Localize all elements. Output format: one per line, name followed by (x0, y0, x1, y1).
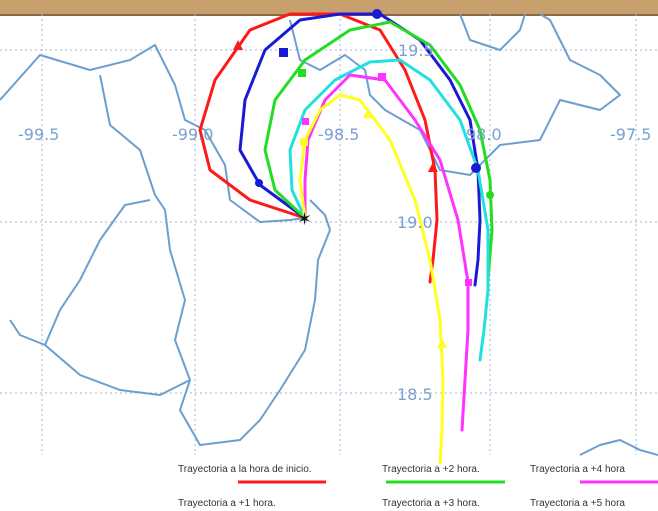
legend-label-plus-4: Trayectoria a +4 hora (530, 464, 625, 475)
tick-lon--99.5: -99.5 (18, 125, 59, 144)
boundary-west-lower (9, 199, 151, 346)
dot-marker-green (486, 191, 494, 199)
arrow-marker-red-2 (428, 162, 438, 172)
trajectory-plus-1 (238, 12, 482, 287)
trajectories (198, 12, 494, 465)
tick-lat-19.0: 19.0 (397, 213, 433, 232)
tick-lon--99.0: -99.0 (172, 125, 213, 144)
dot-marker-blue-2 (471, 163, 481, 173)
tick-lat-18.5: 18.5 (397, 385, 433, 404)
square-marker-magenta-3 (465, 279, 472, 286)
arrow-marker-yellow (437, 338, 447, 348)
square-marker-magenta-2 (302, 118, 309, 125)
boundary-south-east (579, 439, 658, 456)
square-marker-yellow (300, 138, 308, 146)
tick-lon--98.5: -98.5 (318, 125, 359, 144)
boundary-center (99, 74, 331, 446)
square-marker-green (298, 69, 306, 77)
legend-label-plus-3: Trayectoria a +3 hora. (382, 498, 480, 509)
trajectory-plus-3 (288, 58, 490, 362)
legend-label-plus-1: Trayectoria a +1 hora. (178, 498, 276, 509)
trajectory-plus-2 (263, 20, 494, 282)
trajectory-markers: ✶ (233, 9, 494, 348)
arrow-marker-red (233, 40, 243, 50)
boundary-south-west (44, 344, 191, 396)
dot-marker-blue (255, 179, 263, 187)
map-grid (0, 14, 658, 455)
tick-lon--98.0: 98.0 (466, 125, 502, 144)
boundary-north-east (459, 13, 526, 51)
legend-label-start: Trayectoria a la hora de inicio. (178, 464, 312, 475)
legend: Trayectoria a la hora de inicio. Trayect… (178, 464, 658, 509)
state-boundaries (0, 13, 658, 456)
trajectory-plus-5 (298, 93, 445, 465)
axis-ticks: -99.5 -99.0 -98.5 98.0 -97.5 19.5 19.0 1… (18, 41, 651, 404)
legend-label-plus-2: Trayectoria a +2 hora. (382, 464, 480, 475)
legend-label-plus-5: Trayectoria a +5 hora (530, 498, 625, 509)
arrow-marker-yellow-2 (363, 108, 373, 118)
tick-lat-19.5: 19.5 (398, 41, 434, 60)
dot-marker-blue-3 (372, 9, 382, 19)
square-marker-blue (279, 48, 288, 57)
square-marker-magenta (378, 73, 386, 81)
star-icon: ✶ (297, 209, 312, 230)
boundary-east (289, 13, 621, 176)
tick-lon--97.5: -97.5 (610, 125, 651, 144)
boundary-west (0, 44, 306, 223)
